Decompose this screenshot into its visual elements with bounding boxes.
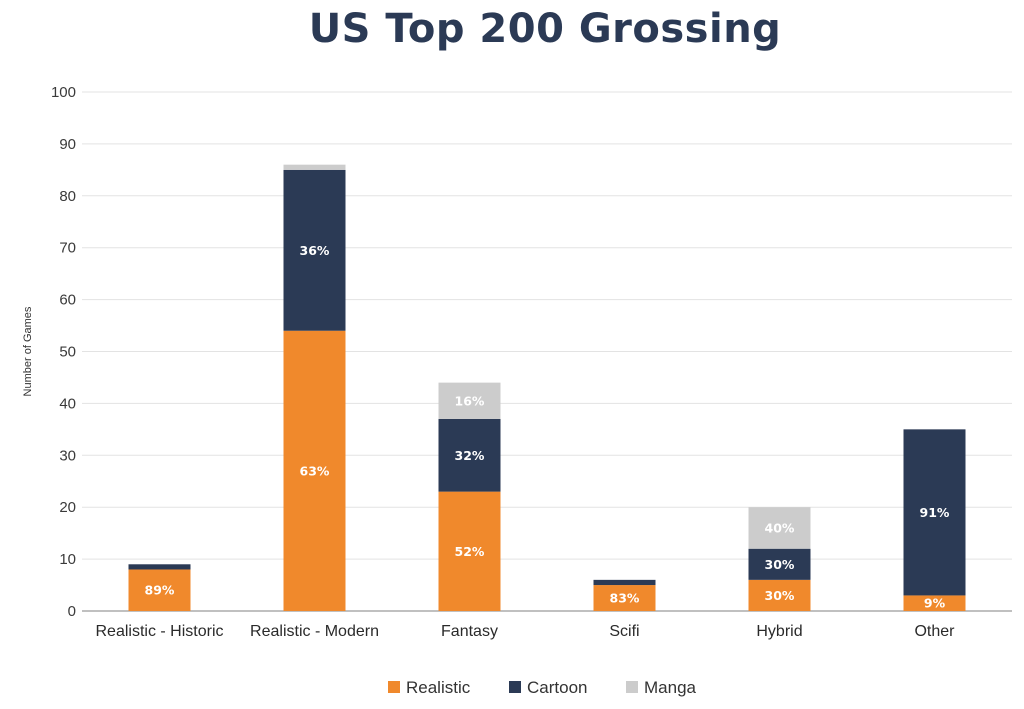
data-label: 30%	[765, 588, 795, 603]
data-label: 32%	[455, 448, 485, 463]
bar-realistic	[903, 595, 966, 611]
y-tick-label: 40	[59, 395, 76, 412]
bar-cartoon	[283, 169, 346, 331]
bar-realistic	[128, 569, 191, 611]
y-axis-ticks: 0 10 20 30 40 50 60 70 80 90 100	[51, 84, 76, 620]
x-category-label: Fantasy	[441, 623, 498, 640]
legend: Realistic Cartoon Manga	[388, 678, 697, 697]
bar-cartoon	[128, 564, 191, 570]
x-axis-categories: Realistic - Historic Realistic - Modern Fa…	[95, 623, 955, 640]
x-category-label: Realistic - Modern	[250, 623, 379, 640]
y-axis-label: Number of Games	[22, 306, 34, 396]
y-tick-label: 0	[68, 603, 76, 620]
data-label: 30%	[765, 557, 795, 572]
legend-swatch-realistic	[388, 681, 400, 693]
bar-cartoon	[903, 429, 966, 596]
data-label: 9%	[924, 596, 946, 611]
chart-title: US Top 200 Grossing	[308, 6, 782, 52]
y-tick-label: 30	[59, 447, 76, 464]
data-label: 40%	[765, 520, 795, 535]
data-label: 89%	[145, 583, 175, 598]
x-category-label: Realistic - Historic	[95, 623, 223, 640]
data-label: 83%	[610, 591, 640, 606]
bar-manga	[283, 164, 346, 170]
y-tick-label: 80	[59, 188, 76, 205]
bar-realistic	[438, 491, 501, 611]
legend-swatch-cartoon	[509, 681, 521, 693]
data-label: 16%	[455, 393, 485, 408]
y-tick-label: 70	[59, 240, 76, 257]
bar-cartoon	[593, 579, 656, 586]
data-label: 63%	[300, 463, 330, 478]
x-category-label: Hybrid	[756, 623, 802, 640]
bar-realistic	[748, 579, 811, 611]
bar-cartoon	[438, 418, 501, 492]
legend-label-cartoon: Cartoon	[527, 678, 587, 697]
bar-cartoon	[748, 548, 811, 580]
data-label: 52%	[455, 544, 485, 559]
legend-label-realistic: Realistic	[406, 678, 471, 697]
bars	[128, 164, 966, 611]
bar-manga	[438, 382, 501, 419]
bar-manga	[748, 507, 811, 549]
gridlines	[82, 91, 1012, 612]
x-category-label: Scifi	[609, 623, 639, 640]
y-tick-label: 100	[51, 84, 76, 101]
data-label: 36%	[300, 243, 330, 258]
data-labels: 89% 63% 36% 52% 32% 16% 83% 30% 30% 40% 9% 91%	[145, 243, 950, 611]
y-tick-label: 90	[59, 136, 76, 153]
bar-realistic	[283, 330, 346, 611]
y-tick-label: 50	[59, 344, 76, 361]
x-category-label: Other	[914, 623, 955, 640]
y-tick-label: 20	[59, 499, 76, 516]
legend-swatch-manga	[626, 681, 638, 693]
legend-label-manga: Manga	[644, 678, 697, 697]
y-tick-label: 60	[59, 292, 76, 309]
bar-realistic	[593, 585, 656, 611]
y-tick-label: 10	[59, 551, 76, 568]
data-label: 91%	[920, 505, 950, 520]
